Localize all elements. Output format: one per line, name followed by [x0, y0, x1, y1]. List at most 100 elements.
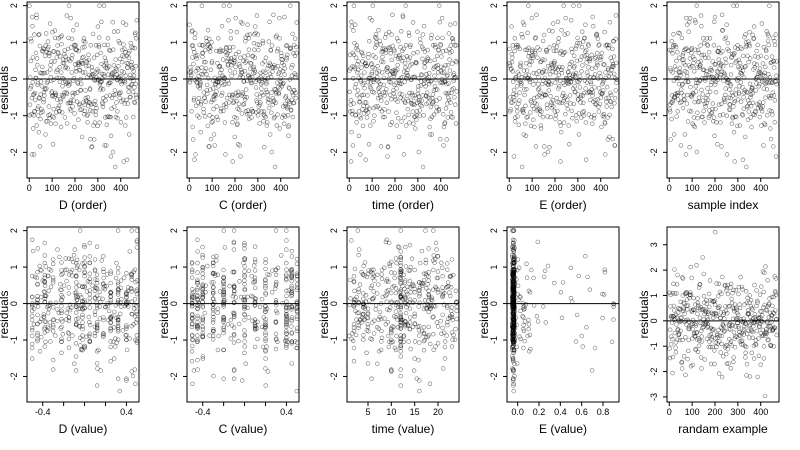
data-point [74, 22, 80, 27]
data-point [553, 70, 558, 75]
data-point [190, 303, 195, 309]
data-point [526, 288, 531, 293]
data-point [97, 120, 102, 125]
data-point [454, 299, 459, 304]
data-point [729, 343, 734, 348]
data-point [511, 228, 517, 233]
data-point [189, 359, 195, 364]
data-point [510, 311, 515, 317]
data-point [70, 90, 75, 96]
data-point [64, 267, 69, 272]
data-point [257, 304, 263, 309]
data-point [745, 98, 751, 103]
data-point [682, 132, 687, 137]
data-point [358, 115, 364, 121]
data-point [252, 279, 258, 285]
data-point [356, 59, 361, 64]
data-point [231, 44, 236, 50]
data-point [670, 354, 676, 360]
data-point [567, 65, 572, 70]
data-point [756, 84, 761, 89]
y-tick-label: 2 [169, 3, 179, 8]
data-point [275, 339, 280, 344]
data-point [226, 81, 232, 86]
data-point [534, 71, 539, 76]
data-point [376, 89, 382, 95]
data-point [417, 36, 423, 42]
data-point [746, 328, 751, 333]
data-point [70, 52, 75, 58]
data-point [289, 304, 295, 309]
data-point [195, 249, 200, 254]
data-point [384, 237, 389, 243]
data-point [284, 331, 289, 336]
data-point [733, 324, 738, 329]
data-point [82, 285, 87, 290]
data-point [436, 70, 441, 75]
y-tick-label: 2 [489, 228, 499, 233]
data-point [742, 34, 747, 40]
data-point [708, 66, 713, 71]
data-point [353, 332, 359, 338]
data-point [680, 293, 685, 298]
data-point [351, 28, 356, 33]
data-point [583, 22, 588, 27]
data-point [242, 328, 247, 333]
data-point [294, 328, 300, 334]
data-point [50, 261, 56, 266]
data-point [231, 340, 237, 345]
data-point [582, 35, 587, 41]
data-point [379, 98, 384, 103]
data-point [603, 96, 609, 101]
data-point [426, 75, 431, 80]
data-point [237, 143, 242, 148]
data-point [680, 275, 685, 280]
data-point [706, 311, 711, 316]
data-point [94, 349, 100, 354]
data-point [389, 299, 394, 304]
data-point [382, 93, 388, 98]
data-point [765, 76, 770, 82]
data-point [114, 100, 119, 105]
data-point [221, 324, 227, 329]
data-point [670, 370, 675, 376]
data-point [228, 29, 233, 34]
data-point [511, 350, 516, 355]
data-point [60, 319, 65, 324]
data-point [725, 291, 731, 297]
data-point [673, 44, 679, 50]
data-point [236, 107, 242, 112]
data-point [214, 48, 219, 54]
data-point [748, 103, 754, 109]
data-point [98, 368, 103, 373]
data-point [695, 311, 700, 316]
data-point [402, 280, 408, 285]
data-point [435, 341, 441, 346]
data-point [747, 56, 753, 61]
data-point [67, 307, 73, 313]
data-point [381, 82, 386, 88]
data-point [232, 284, 237, 289]
data-point [432, 57, 437, 63]
data-point [239, 111, 245, 116]
data-point [284, 267, 289, 272]
data-point [361, 337, 366, 342]
data-point [289, 278, 294, 284]
data-point [431, 258, 436, 263]
data-point [702, 78, 708, 83]
data-point [407, 44, 413, 49]
y-tick-label: 0 [169, 76, 179, 81]
data-point [403, 100, 408, 106]
data-point [356, 300, 361, 305]
data-point [270, 290, 275, 295]
data-point [450, 39, 456, 44]
data-point [221, 326, 226, 331]
data-point [130, 373, 136, 379]
data-point [52, 59, 57, 64]
data-point [511, 388, 516, 394]
data-point [403, 300, 408, 305]
data-point [104, 272, 110, 277]
data-point [428, 36, 434, 41]
data-point [92, 277, 98, 282]
data-point [715, 294, 721, 299]
